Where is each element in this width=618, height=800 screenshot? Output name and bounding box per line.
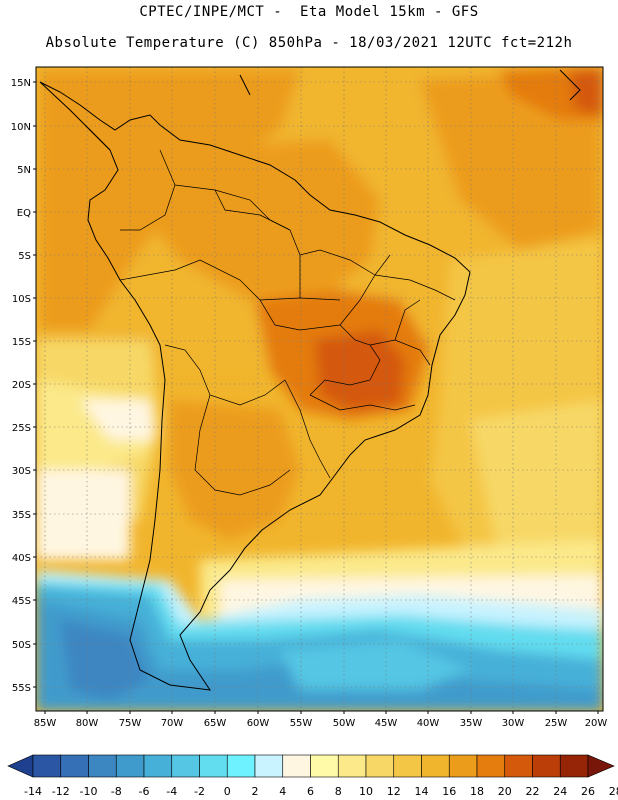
- lon-label: 35W: [460, 718, 483, 729]
- colorbar-swatch: [532, 754, 561, 778]
- lat-label: 45S: [12, 596, 31, 607]
- lon-label: 70W: [161, 718, 184, 729]
- colorbar-label: 0: [224, 785, 231, 798]
- lat-label: 5S: [18, 251, 31, 262]
- colorbar-label: -12: [52, 785, 70, 798]
- colorbar-label: -10: [80, 785, 98, 798]
- colorbar-swatch: [60, 754, 89, 778]
- colorbar-swatch: [393, 754, 422, 778]
- lon-label: 55W: [290, 718, 313, 729]
- colorbar-label: -8: [111, 785, 122, 798]
- coastlines: [39, 69, 581, 691]
- colorbar-swatch: [365, 754, 395, 778]
- lon-label: 45W: [375, 718, 398, 729]
- lat-label: 15N: [11, 78, 31, 89]
- lon-label: 20W: [585, 718, 608, 729]
- colorbar-swatch: [337, 754, 367, 778]
- colorbar-swatch: [171, 754, 200, 778]
- colorbar-label: 20: [498, 785, 512, 798]
- colorbar-label: 28: [609, 785, 618, 798]
- lon-label: 30W: [502, 718, 525, 729]
- axis-ticks: [33, 81, 599, 714]
- lat-label: 35S: [12, 510, 31, 521]
- lat-label: 50S: [12, 640, 31, 651]
- colorbar-label: -6: [139, 785, 150, 798]
- chart-title-line2: Absolute Temperature (C) 850hPa - 18/03/…: [45, 35, 573, 51]
- colorbar-label: -4: [166, 785, 177, 798]
- colorbar-label: 22: [526, 785, 540, 798]
- lat-label: 20S: [12, 380, 31, 391]
- colorbar-label: 4: [279, 785, 286, 798]
- colorbar-swatch: [226, 754, 256, 778]
- chart-title-line1: CPTEC/INPE/MCT - Eta Model 15km - GFS: [139, 4, 479, 20]
- colorbar-label: 18: [470, 785, 484, 798]
- colorbar-arrow-high: [587, 754, 615, 778]
- colorbar-label: 12: [387, 785, 401, 798]
- colorbar-swatch: [115, 754, 145, 778]
- lat-label: 15S: [12, 337, 31, 348]
- plot-frame: [35, 66, 604, 712]
- lat-lon-grid: [36, 67, 603, 711]
- colorbar-label: 8: [335, 785, 342, 798]
- colorbar-swatch: [282, 754, 311, 778]
- colorbar-arrow-low: [7, 754, 34, 778]
- colorbar-label: 14: [415, 785, 429, 798]
- colorbar-swatch: [476, 754, 506, 778]
- colorbar-label: 10: [359, 785, 373, 798]
- colorbar-swatch: [32, 754, 62, 778]
- colorbar-swatch: [88, 754, 117, 778]
- lat-label: 25S: [12, 423, 31, 434]
- colorbar-swatch: [254, 754, 284, 778]
- lat-label: 10N: [11, 122, 31, 133]
- colorbar-swatch: [559, 754, 589, 778]
- colorbar-label: 26: [581, 785, 595, 798]
- lon-label: 25W: [545, 718, 568, 729]
- lon-label: 40W: [417, 718, 440, 729]
- color-scale-bar: -14 -12 -10 -8 -6 -4 -2 0 2 4 6 8 10 12 14 16 18 20 22 24 26…: [7, 754, 618, 798]
- colorbar-label: -14: [24, 785, 42, 798]
- lon-label: 65W: [204, 718, 227, 729]
- temperature-field: [36, 67, 603, 711]
- colorbar-swatch: [448, 754, 478, 778]
- colorbar-swatch: [143, 754, 173, 778]
- lon-label: 80W: [76, 718, 99, 729]
- colorbar-swatch: [421, 754, 450, 778]
- colorbar-label: 6: [307, 785, 314, 798]
- lon-label: 85W: [34, 718, 57, 729]
- colorbar-swatch: [504, 754, 533, 778]
- lat-label: 30S: [12, 466, 31, 477]
- country-borders: [119, 149, 456, 496]
- lat-label: 10S: [12, 294, 31, 305]
- lon-label: 75W: [119, 718, 142, 729]
- colorbar-label: 24: [553, 785, 567, 798]
- lat-label: EQ: [17, 208, 31, 219]
- lat-label: 55S: [12, 683, 31, 694]
- lat-label: 5N: [17, 165, 31, 176]
- colorbar-swatch: [310, 754, 339, 778]
- colorbar-label: 16: [442, 785, 456, 798]
- colorbar-swatch: [199, 754, 228, 778]
- colorbar-label: -2: [194, 785, 205, 798]
- colorbar-label: 2: [252, 785, 259, 798]
- lat-label: 40S: [12, 553, 31, 564]
- lon-label: 50W: [333, 718, 356, 729]
- lon-label: 60W: [247, 718, 270, 729]
